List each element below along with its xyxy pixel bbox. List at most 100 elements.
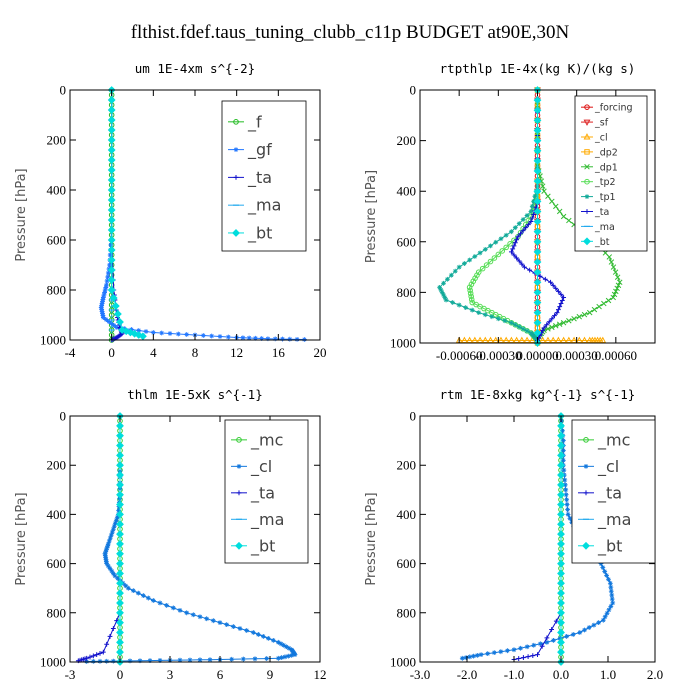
data-point — [110, 658, 116, 664]
data-point — [553, 323, 559, 329]
data-point — [478, 652, 484, 658]
data-point — [485, 651, 491, 657]
data-point — [456, 264, 462, 270]
y-tick-label: 800 — [397, 605, 417, 620]
data-point — [557, 441, 565, 450]
data-point — [542, 276, 548, 282]
data-point — [103, 285, 109, 290]
data-point — [520, 228, 526, 234]
y-tick-label: 1000 — [390, 336, 416, 351]
data-point — [533, 318, 542, 327]
x-tick-label: 0.00030 — [556, 348, 598, 363]
y-tick-label: 200 — [47, 133, 67, 148]
data-point — [602, 569, 608, 574]
data-point — [286, 645, 292, 651]
legend-label: _sf — [594, 118, 609, 129]
data-point — [533, 268, 542, 277]
data-point — [518, 645, 523, 651]
data-point — [537, 173, 543, 179]
data-point — [516, 324, 522, 330]
legend-label: _ta — [247, 168, 272, 188]
data-point — [560, 448, 566, 453]
data-point — [577, 630, 583, 635]
data-point — [610, 294, 616, 301]
data-point — [105, 563, 111, 569]
x-tick-label: 6 — [217, 667, 224, 682]
data-point — [100, 649, 106, 655]
data-point — [533, 227, 542, 236]
data-point — [107, 136, 116, 144]
data-point — [549, 336, 557, 343]
data-point — [608, 584, 614, 590]
chart-panel-4: rtm 1E-8xkg kg^{-1} s^{-1} Pressure [hPa]… — [364, 387, 663, 682]
data-point — [275, 655, 281, 661]
data-point — [116, 471, 124, 479]
data-point — [275, 639, 281, 645]
data-point — [461, 261, 467, 266]
data-point — [541, 188, 547, 194]
data-point — [197, 657, 203, 663]
data-point — [557, 421, 565, 430]
data-point — [116, 451, 124, 460]
legend-marker — [583, 119, 591, 126]
data-point — [557, 490, 565, 499]
data-point — [127, 658, 133, 664]
data-point — [102, 290, 107, 295]
legend-label: _bt — [247, 223, 272, 243]
data-point — [116, 559, 124, 568]
data-point — [116, 569, 124, 578]
data-point — [557, 461, 565, 470]
data-point — [467, 654, 473, 660]
data-point — [157, 600, 163, 606]
data-point — [533, 146, 542, 155]
legend: _mc _cl _ta _ma _bt — [224, 419, 309, 564]
data-point — [479, 265, 486, 272]
data-point — [557, 638, 565, 647]
data-point — [104, 658, 110, 664]
x-tick-label: -0.00030 — [475, 348, 522, 363]
data-point — [557, 589, 565, 598]
x-tick-label: -2.0 — [457, 667, 478, 682]
data-point — [600, 565, 606, 570]
legend-marker — [584, 164, 590, 170]
data-point — [190, 612, 196, 618]
data-point — [516, 258, 522, 264]
data-point — [505, 648, 510, 654]
data-point — [539, 183, 546, 189]
data-point — [539, 336, 547, 343]
data-point — [503, 244, 509, 251]
data-point — [107, 116, 116, 124]
data-point — [207, 657, 213, 663]
y-tick-label: 800 — [47, 283, 67, 298]
data-point — [123, 583, 129, 589]
chart-panel-2: rtpthlp 1E-4x(kg K)/(kg s) Pressure [hPa]… — [364, 61, 656, 363]
legend-marker — [236, 490, 242, 496]
legend-label: _dp2 — [594, 147, 618, 158]
y-tick-label: 400 — [47, 183, 67, 198]
data-point — [533, 217, 542, 226]
y-tick-label: 0 — [410, 83, 417, 98]
data-point — [508, 229, 514, 235]
data-point — [564, 497, 570, 503]
x-tick-label: 1.0 — [600, 667, 616, 682]
data-point — [555, 288, 561, 294]
data-point — [107, 176, 116, 184]
series-markers-tp1 — [437, 87, 540, 343]
data-point — [439, 290, 445, 295]
data-point — [533, 258, 542, 266]
legend-label: _tp1 — [594, 192, 616, 203]
data-point — [170, 605, 176, 611]
data-point — [531, 212, 536, 217]
data-point — [467, 290, 474, 297]
data-point — [489, 314, 495, 320]
data-point — [126, 328, 135, 337]
series-group — [98, 86, 307, 343]
data-point — [116, 431, 124, 440]
data-point — [143, 329, 149, 334]
data-point — [537, 641, 543, 647]
data-point — [557, 530, 565, 538]
data-point — [533, 177, 542, 185]
data-point — [116, 500, 124, 509]
legend-label: _ta — [597, 483, 622, 503]
data-point — [560, 428, 565, 434]
